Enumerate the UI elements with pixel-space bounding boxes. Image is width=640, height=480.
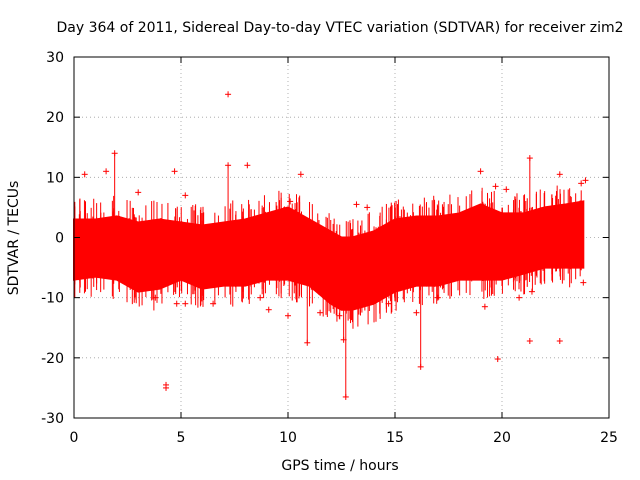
data-point bbox=[297, 171, 304, 178]
data-point bbox=[336, 312, 343, 319]
data-point bbox=[317, 309, 324, 316]
y-tick-label: 30 bbox=[46, 50, 64, 66]
data-point bbox=[580, 279, 587, 286]
x-tick-label: 0 bbox=[70, 430, 79, 446]
data-point bbox=[413, 309, 420, 316]
data-point bbox=[135, 189, 142, 196]
data-point bbox=[385, 300, 392, 307]
data-point bbox=[503, 186, 510, 193]
x-tick-label: 5 bbox=[177, 430, 186, 446]
y-axis-label: SDTVAR / TECUs bbox=[6, 181, 22, 296]
data-point bbox=[244, 162, 251, 169]
y-axis-ticks: -30 -20 -10 0 10 20 30 bbox=[41, 50, 609, 427]
data-point bbox=[163, 384, 170, 391]
y-tick-label: 20 bbox=[46, 110, 64, 126]
y-tick-label: 0 bbox=[55, 231, 64, 247]
data-point bbox=[81, 171, 88, 178]
data-point bbox=[578, 180, 585, 187]
data-point bbox=[173, 300, 180, 307]
data-point bbox=[182, 192, 189, 199]
data-point bbox=[364, 204, 371, 211]
data-point bbox=[516, 294, 523, 301]
data-point bbox=[210, 300, 217, 307]
data-point bbox=[103, 168, 110, 175]
data-point bbox=[492, 183, 499, 190]
y-tick-label: 10 bbox=[46, 170, 64, 186]
x-axis-ticks: 0 5 10 15 20 25 bbox=[70, 57, 618, 446]
data-point bbox=[152, 294, 159, 301]
data-point bbox=[477, 168, 484, 175]
data-point bbox=[225, 91, 232, 98]
data-point bbox=[257, 294, 264, 301]
data-point bbox=[182, 300, 189, 307]
data-point bbox=[526, 337, 533, 344]
y-tick-label: -10 bbox=[41, 291, 64, 307]
x-tick-label: 20 bbox=[493, 430, 511, 446]
x-tick-label: 25 bbox=[600, 430, 618, 446]
data-point bbox=[434, 294, 441, 301]
chart-title: Day 364 of 2011, Sidereal Day-to-day VTE… bbox=[57, 20, 624, 36]
data-point bbox=[481, 303, 488, 310]
data-point bbox=[582, 177, 589, 184]
data-points bbox=[81, 91, 589, 400]
data-band bbox=[73, 185, 585, 329]
x-tick-label: 15 bbox=[386, 430, 404, 446]
data-point bbox=[528, 288, 535, 295]
data-point bbox=[287, 198, 294, 205]
data-point bbox=[556, 337, 563, 344]
data-point bbox=[171, 168, 178, 175]
data-point bbox=[265, 306, 272, 313]
data-point bbox=[494, 356, 501, 363]
data-point bbox=[285, 312, 291, 319]
y-tick-label: -20 bbox=[41, 351, 64, 367]
y-tick-label: -30 bbox=[41, 411, 64, 427]
x-tick-label: 10 bbox=[279, 430, 297, 446]
data-point bbox=[353, 201, 360, 208]
x-axis-label: GPS time / hours bbox=[281, 458, 398, 474]
data-point bbox=[556, 171, 563, 178]
